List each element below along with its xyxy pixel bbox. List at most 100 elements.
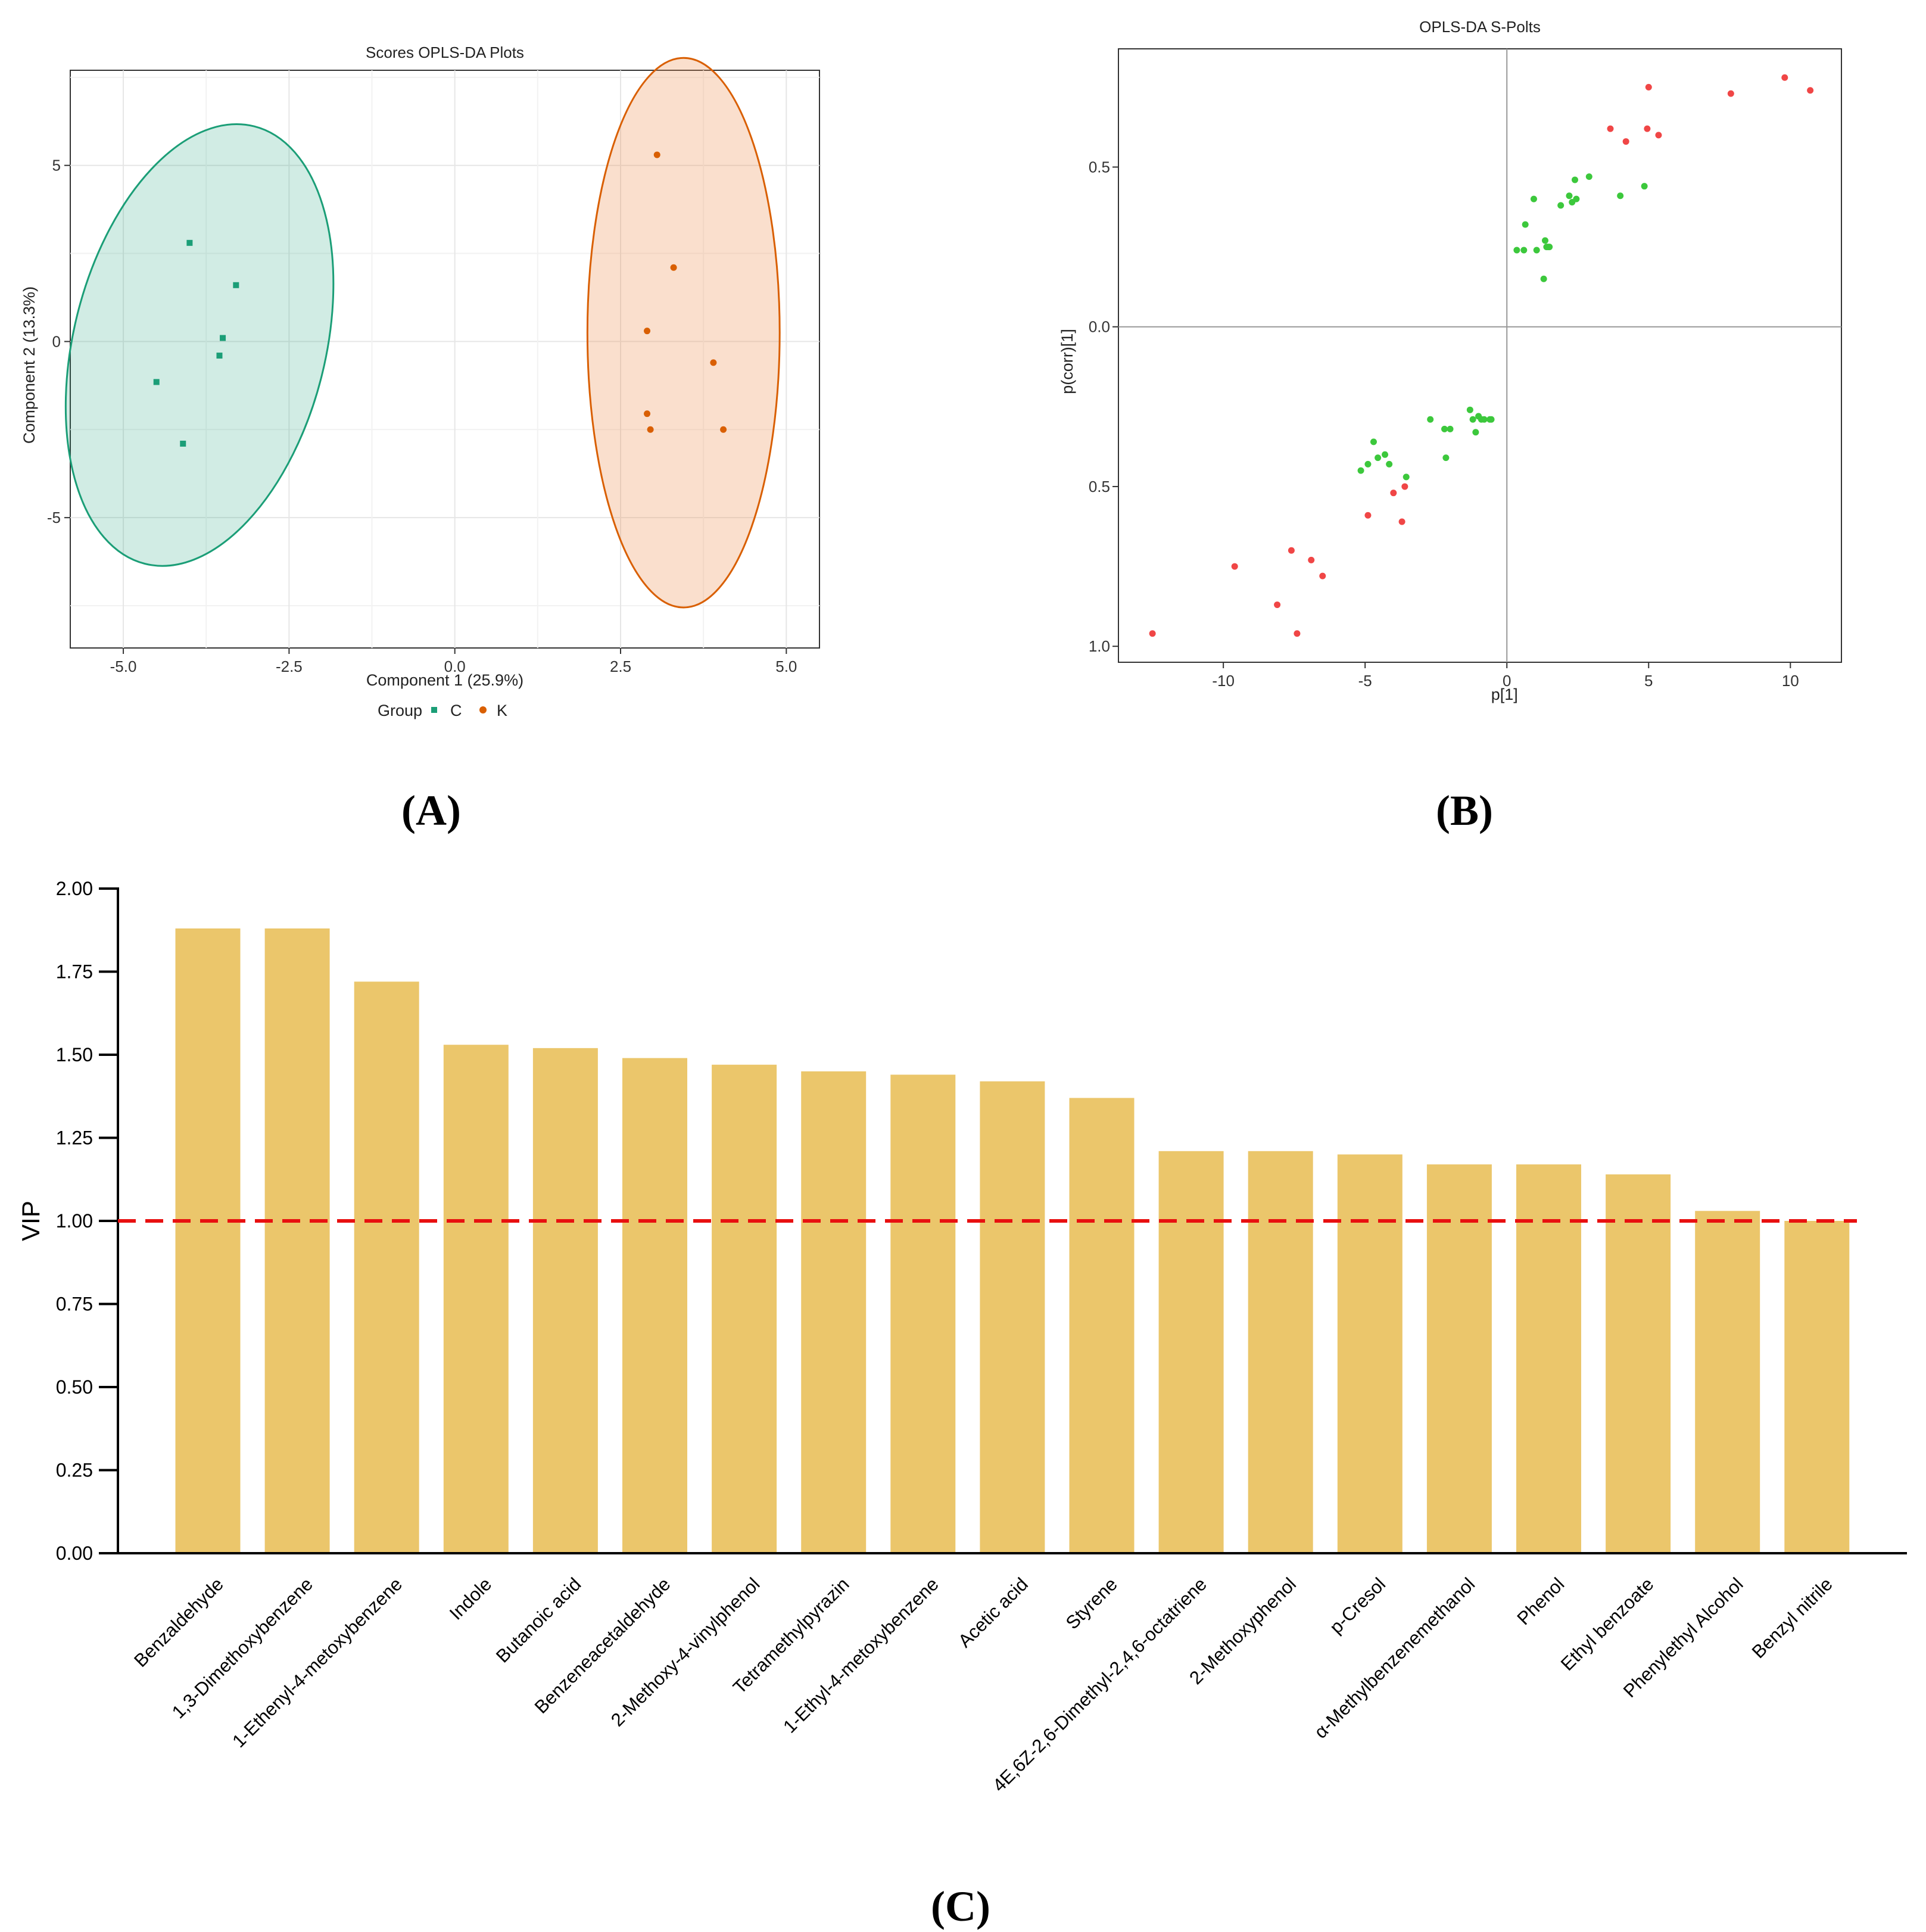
y-tick-label: -5: [47, 509, 61, 526]
point-c: [186, 239, 193, 246]
panel-label-c: (C): [931, 1883, 990, 1930]
point-vip-1: [1469, 416, 1476, 423]
bar-indole: [443, 1045, 509, 1553]
chart-b-x-axis-label: p[1]: [1491, 685, 1518, 703]
chart-b-ticks: -10 -5 0 5 10 0.5 0.0 0.5 1.0: [1089, 158, 1799, 690]
category-label-acetic-acid: Acetic acid: [954, 1573, 1032, 1651]
point-vip-1: [1370, 438, 1377, 445]
point-c: [233, 282, 239, 288]
point-c: [220, 335, 226, 341]
point-vip-1: [1807, 87, 1814, 94]
point-vip-1: [1308, 556, 1315, 563]
point-vip-1: [1543, 244, 1550, 251]
point-vip-1: [1319, 572, 1326, 579]
category-label-benzyl-nitrile: Benzyl nitrile: [1748, 1573, 1837, 1662]
y-tick-label: 0.50: [56, 1376, 93, 1398]
y-tick-label: 1.00: [56, 1210, 93, 1232]
x-tick-label: 10: [1782, 672, 1799, 690]
bar-tetramethylpyrazin: [801, 1071, 867, 1553]
point-vip-1: [1781, 74, 1788, 81]
point-k: [647, 426, 654, 433]
x-tick-label: 5.0: [775, 657, 797, 675]
point-vip-1: [1288, 547, 1295, 554]
legend-k-label: K: [497, 702, 507, 719]
point-vip-1: [1513, 247, 1520, 254]
point-vip-1: [1442, 454, 1450, 462]
y-tick-label: 1.0: [1089, 637, 1110, 655]
chart-a-ellipses: [64, 57, 781, 609]
chart-a-points: [153, 151, 727, 447]
point-k: [644, 410, 651, 417]
y-tick-label: 2.00: [56, 878, 93, 899]
category-label-methylbenzenemethanol: α-Methylbenzenemethanol: [1310, 1573, 1479, 1743]
panel-label-b: (B): [1436, 787, 1493, 834]
point-k: [710, 359, 717, 366]
category-label-1-ethenyl-4-metoxybenzene: 1-Ethenyl-4-metoxybenzene: [228, 1573, 406, 1752]
y-tick-label: 1.75: [56, 961, 93, 983]
bar-2-methoxy-4-vinylphenol: [712, 1064, 777, 1553]
bar-phenol: [1516, 1164, 1581, 1553]
point-vip-1: [1472, 429, 1479, 436]
point-k: [670, 264, 677, 271]
chart-c-category-labels: Benzaldehyde1,3-Dimethoxybenzene1-Etheny…: [130, 1573, 1836, 1796]
bar-benzyl-nitrile: [1784, 1221, 1850, 1553]
bar-styrene: [1069, 1098, 1135, 1553]
point-c: [216, 353, 223, 359]
point-vip-1: [1364, 460, 1372, 468]
point-vip-1: [1622, 138, 1629, 145]
bar-p-cresol: [1337, 1154, 1403, 1553]
point-vip-1: [1571, 176, 1578, 183]
point-vip-1: [1541, 237, 1548, 244]
x-tick-label: 0.0: [444, 657, 466, 675]
panel-b: OPLS-DA S-Polts -10 -5 0 5 10 0.5 0.0 0.5 1.0 p[…: [1058, 18, 1842, 834]
x-tick-label: 2.5: [610, 657, 631, 675]
legend-c-marker: [431, 707, 437, 713]
point-vip-1: [1488, 416, 1495, 423]
y-tick-label: 0.00: [56, 1543, 93, 1564]
point-vip-1: [1427, 416, 1434, 423]
point-vip-1: [1274, 601, 1281, 608]
point-vip-1: [1569, 199, 1576, 205]
chart-a-legend: Group C K: [378, 702, 507, 719]
x-tick-label: -2.5: [276, 657, 303, 675]
panel-c: 0.00 0.25 0.50 0.75 1.00 1.25 1.50 1.75 2.00 Ben…: [17, 878, 1907, 1930]
point-vip-1: [1401, 483, 1408, 490]
ellipse-c: [64, 123, 335, 567]
bar-1-3-dimethoxybenzene: [264, 928, 330, 1553]
point-vip-1: [1466, 406, 1473, 413]
point-vip-1: [1533, 247, 1540, 254]
chart-c-ticks: 0.00 0.25 0.50 0.75 1.00 1.25 1.50 1.75 2.00: [56, 878, 118, 1564]
chart-c-y-axis-label: VIP: [17, 1201, 45, 1241]
chart-b-plot-frame: [1118, 48, 1842, 663]
y-tick-label: 0.25: [56, 1460, 93, 1481]
bar-4e-6z-2-6-dimethyl-2-4-6-octatriene: [1158, 1151, 1224, 1553]
point-vip-1: [1386, 460, 1393, 468]
point-vip-1: [1522, 221, 1529, 228]
point-vip-1: [1364, 512, 1372, 519]
chart-b-title: OPLS-DA S-Polts: [1419, 18, 1541, 36]
legend-title: Group: [378, 702, 422, 719]
y-tick-label: 0.5: [1089, 158, 1110, 176]
chart-b-y-axis-label: p(corr)[1]: [1058, 329, 1076, 394]
y-tick-label: 0.75: [56, 1294, 93, 1315]
bar-benzaldehyde: [175, 928, 241, 1553]
point-vip-1: [1231, 563, 1238, 570]
point-vip-1: [1585, 173, 1592, 180]
y-tick-label: 1.25: [56, 1127, 93, 1149]
y-tick-label: 0.5: [1089, 478, 1110, 496]
y-tick-label: 0.0: [1089, 318, 1110, 336]
bar-2-methoxyphenol: [1248, 1151, 1313, 1553]
point-vip-1: [1447, 425, 1454, 432]
category-label-1-ethyl-4-metoxybenzene: 1-Ethyl-4-metoxybenzene: [779, 1573, 943, 1737]
chart-c-bars: [175, 928, 1850, 1553]
panel-a: Scores OPLS-DA Plots -5.0 -2.5 0.0 2.5 5.0-5…: [20, 43, 820, 834]
x-tick-label: -10: [1212, 672, 1235, 690]
category-label-indole: Indole: [445, 1573, 495, 1623]
category-label-ethyl-benzoate: Ethyl benzoate: [1557, 1573, 1658, 1675]
category-label-phenol: Phenol: [1513, 1573, 1568, 1629]
point-vip-1: [1540, 275, 1547, 282]
point-vip-1: [1357, 467, 1364, 474]
x-tick-label: 0: [1503, 672, 1511, 690]
y-tick-label: 5: [52, 157, 61, 174]
bar-methylbenzenemethanol: [1426, 1164, 1492, 1553]
